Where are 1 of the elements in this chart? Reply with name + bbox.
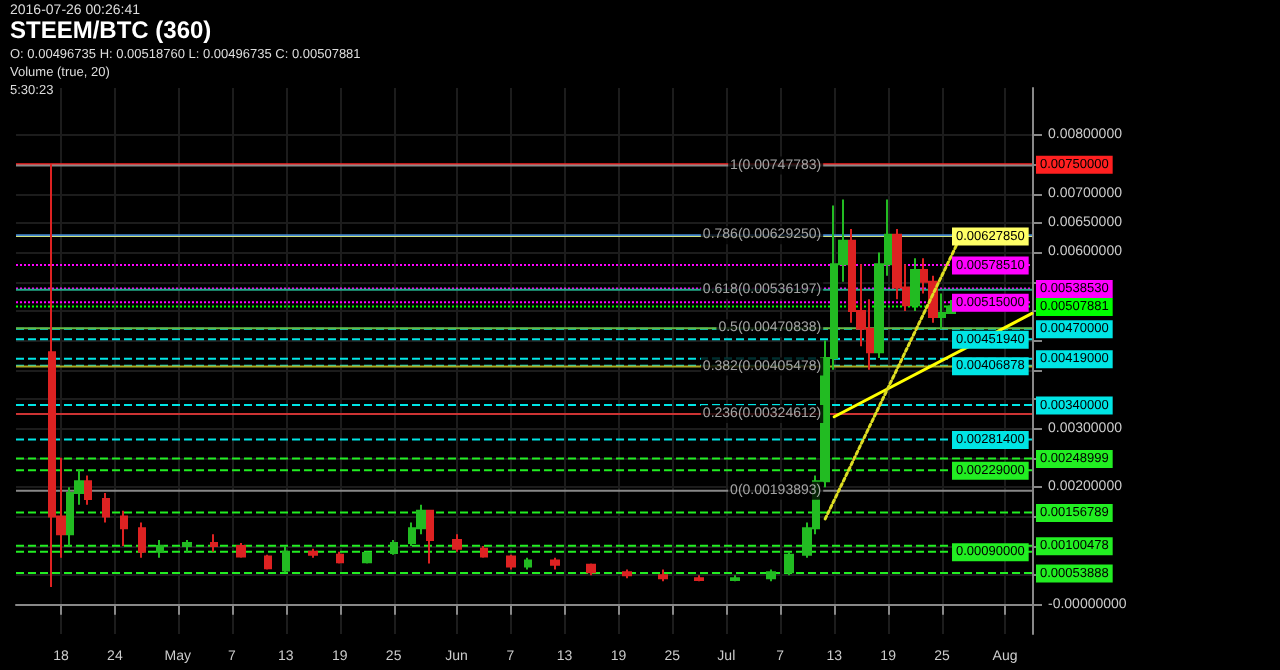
chart-title: STEEM/BTC (360) — [10, 16, 212, 44]
